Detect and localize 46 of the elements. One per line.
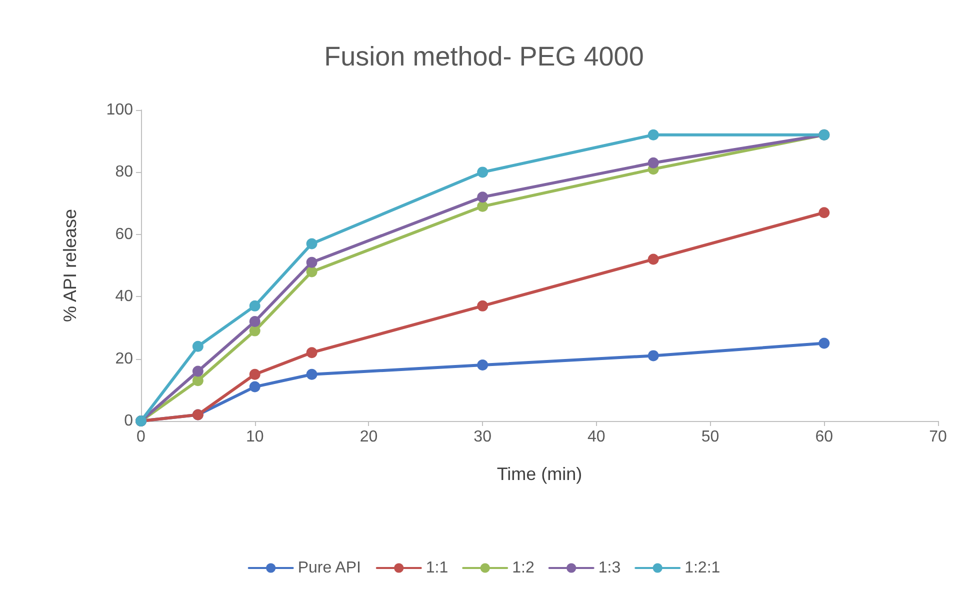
point [192, 340, 204, 352]
x-tick-label: 10 [246, 428, 264, 446]
y-tick-label: 80 [115, 164, 134, 181]
legend-label: 1:2 [512, 560, 534, 576]
y-axis-title: % API release [60, 208, 80, 322]
point [648, 254, 659, 265]
x-axis-title: Time (min) [496, 464, 582, 484]
y-tick-label: 60 [115, 226, 134, 243]
point [306, 368, 318, 380]
x-tick-label: 30 [474, 428, 492, 446]
point [306, 256, 318, 268]
point [306, 347, 318, 358]
x-tick-label: 70 [929, 428, 947, 446]
point [249, 316, 260, 327]
legend-label: 1:2:1 [684, 560, 720, 576]
point [818, 207, 830, 218]
point [477, 166, 488, 178]
x-tick-label: 20 [360, 428, 378, 446]
chart-title: Fusion method- PEG 4000 [324, 42, 644, 72]
y-tick-label: 0 [124, 412, 134, 430]
point [192, 375, 204, 386]
y-tick-label: 20 [115, 350, 134, 368]
x-tick-label: 50 [701, 428, 720, 446]
point [818, 338, 830, 349]
x-tick-label: 0 [136, 428, 146, 446]
legend-label: 1:1 [426, 560, 448, 576]
point [648, 129, 659, 140]
x-tick-label: 60 [815, 428, 834, 446]
point [249, 325, 260, 336]
point [477, 360, 488, 371]
legend-label: Pure API [298, 560, 361, 576]
point [249, 381, 260, 392]
x-tick-label: 40 [588, 428, 606, 446]
point [192, 366, 204, 377]
point [477, 200, 488, 212]
point [249, 368, 260, 380]
point [306, 266, 318, 278]
point [648, 350, 659, 362]
point [648, 157, 659, 168]
point [306, 238, 318, 250]
y-tick-label: 40 [115, 288, 134, 306]
y-tick-label: 100 [106, 102, 134, 118]
point [477, 300, 488, 312]
point [249, 300, 260, 312]
legend-label: 1:3 [598, 560, 621, 576]
point [477, 192, 488, 203]
